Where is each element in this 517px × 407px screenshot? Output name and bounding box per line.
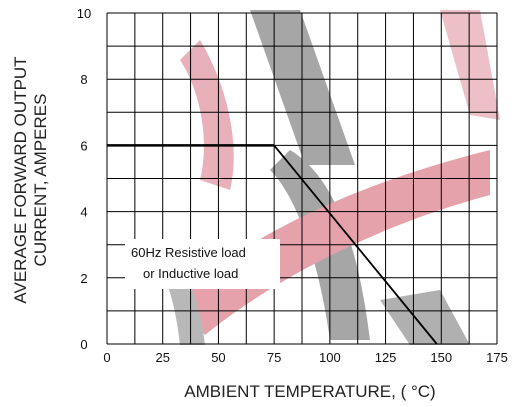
y-tick-label-1: 2 (80, 271, 87, 286)
y-axis-title-line-1: AVERAGE FORWARD OUTPUT (11, 56, 30, 303)
y-tick-label-2: 4 (80, 205, 87, 220)
y-tick-label-3: 6 (80, 138, 87, 153)
x-tick-label-4: 100 (319, 350, 341, 365)
y-tick-label-4: 8 (80, 72, 87, 87)
tick-labels: 0 25 50 75 100 125 150 175 0 2 4 6 8 10 (77, 6, 508, 365)
x-axis-title: AMBIENT TEMPERATURE, ( °C) (184, 382, 435, 401)
x-tick-label-5: 125 (375, 350, 397, 365)
watermark-logo (150, 10, 500, 345)
x-tick-label-6: 150 (430, 350, 452, 365)
x-tick-label-1: 25 (155, 350, 169, 365)
annotation-box (125, 239, 280, 289)
y-tick-label-5: 10 (77, 6, 91, 21)
annotation-line-2: or Inductive load (143, 266, 238, 281)
series-lines (107, 144, 438, 345)
x-tick-label-3: 75 (267, 350, 281, 365)
x-tick-label-0: 0 (103, 350, 110, 365)
annotation-line-1: 60Hz Resistive load (131, 245, 246, 260)
y-axis-title-line-2: CURRENT, AMPERES (31, 94, 50, 267)
series-0-segment-1 (273, 144, 438, 345)
grid-lines (106, 12, 498, 345)
x-tick-label-2: 50 (211, 350, 225, 365)
y-tick-label-0: 0 (80, 337, 87, 352)
x-tick-label-7: 175 (486, 350, 508, 365)
